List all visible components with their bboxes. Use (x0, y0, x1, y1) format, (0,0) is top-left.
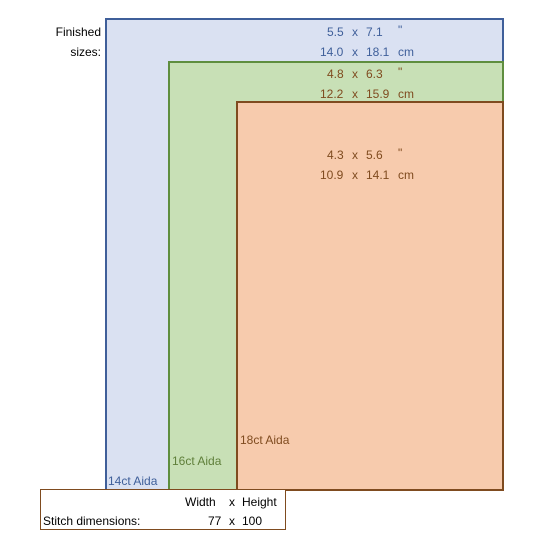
aida-14ct-inch-height: 7.1 (366, 25, 383, 39)
aida-14ct-cm-height: 18.1 (366, 45, 390, 59)
stitch-header-x: x (229, 495, 235, 509)
aida-16ct-inch-x: x (352, 67, 358, 81)
aida-14ct-inch-unit: " (398, 23, 403, 37)
aida-14ct-inch-width: 5.5 (327, 25, 344, 39)
stitch-height-header: Height (242, 495, 277, 509)
aida-18ct-cm-height: 14.1 (366, 168, 390, 182)
aida-18ct-cm-x: x (352, 168, 358, 182)
aida-16ct-inch-height: 6.3 (366, 67, 383, 81)
aida-16ct-cm-height: 15.9 (366, 87, 390, 101)
stitch-value-x: x (229, 514, 235, 528)
aida-18ct-box (236, 101, 504, 491)
aida-14ct-label: 14ct Aida (108, 474, 158, 488)
aida-14ct-cm-unit: cm (398, 45, 414, 59)
aida-16ct-inch-width: 4.8 (327, 67, 344, 81)
finished-sizes-label-line2: sizes: (70, 45, 101, 59)
aida-18ct-inch-height: 5.6 (366, 148, 383, 162)
stitch-width-value: 77 (208, 514, 222, 528)
aida-18ct-inch-x: x (352, 148, 358, 162)
aida-18ct-inch-unit: " (398, 146, 403, 160)
aida-14ct-cm-x: x (352, 45, 358, 59)
aida-16ct-cm-x: x (352, 87, 358, 101)
aida-18ct-cm-unit: cm (398, 168, 414, 182)
aida-16ct-cm-unit: cm (398, 87, 414, 101)
aida-18ct-cm-width: 10.9 (320, 168, 344, 182)
aida-16ct-cm-width: 12.2 (320, 87, 344, 101)
aida-14ct-inch-x: x (352, 25, 358, 39)
aida-18ct-label: 18ct Aida (240, 433, 290, 447)
aida-16ct-label: 16ct Aida (172, 454, 222, 468)
aida-14ct-cm-width: 14.0 (320, 45, 344, 59)
aida-16ct-inch-unit: " (398, 65, 403, 79)
stitch-dimensions-box (40, 489, 286, 530)
stitch-height-value: 100 (242, 514, 263, 528)
stitch-dimensions-label: Stitch dimensions: (43, 514, 141, 528)
stitch-width-header: Width (185, 495, 216, 509)
finished-sizes-label-line1: Finished (55, 25, 101, 39)
aida-18ct-inch-width: 4.3 (327, 148, 344, 162)
